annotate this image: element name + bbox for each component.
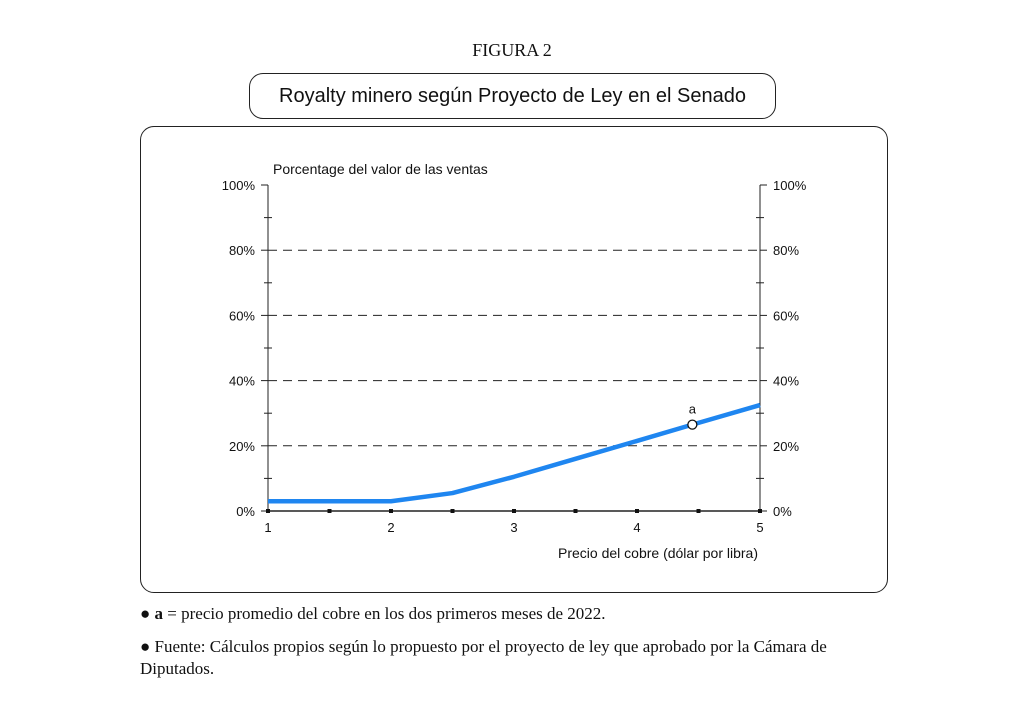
x-tick-label: 2 (387, 520, 394, 535)
y-tick-label-right: 60% (773, 308, 799, 323)
x-tick-mark (758, 509, 762, 513)
note-a-key: a (154, 604, 164, 623)
x-tick-label: 5 (756, 520, 763, 535)
x-tick-mark (389, 509, 393, 513)
note-source: ● Fuente: Cálculos propios según lo prop… (140, 636, 900, 680)
figure-label: FIGURA 2 (472, 40, 552, 60)
annotation-layer: a (687, 402, 698, 430)
note-source-text: Fuente: Cálculos propios según lo propue… (140, 637, 827, 678)
y-tick-label-right: 0% (773, 504, 792, 519)
series-line (268, 402, 761, 504)
y-tick-label-right: 40% (773, 374, 799, 389)
notes: ● a = precio promedio del cobre en los d… (140, 603, 900, 691)
bullet: ● (140, 604, 151, 623)
note-a: ● a = precio promedio del cobre en los d… (140, 603, 900, 625)
series-layer (268, 402, 761, 504)
y-axis-label: Porcentage del valor de las ventas (273, 161, 488, 177)
y-tick-label-left: 60% (229, 308, 255, 323)
note-a-text: = precio promedio del cobre en los dos p… (163, 604, 606, 623)
axis-layer (267, 185, 761, 512)
y-tick-label-right: 80% (773, 243, 799, 258)
x-tick-mark (266, 509, 270, 513)
chart-frame (140, 126, 888, 593)
x-tick-label: 4 (633, 520, 640, 535)
x-tick-mark (450, 509, 455, 513)
annotation-label: a (689, 402, 697, 417)
y-tick-label-left: 100% (222, 178, 256, 193)
x-tick-mark (512, 509, 516, 513)
y-tick-label-left: 80% (229, 243, 255, 258)
x-tick-mark (635, 509, 639, 513)
y-tick-label-left: 0% (236, 504, 255, 519)
tick-layer: 0% 20% 40% 60% 80% 100% 0% 20% 40% 60% 80% 100% 1 2 3 4… (222, 178, 807, 535)
x-tick-mark (573, 509, 578, 513)
bullet: ● (140, 637, 151, 656)
x-tick-mark (696, 509, 701, 513)
chart-title: Royalty minero según Proyecto de Ley en … (249, 73, 776, 119)
y-tick-label-right: 20% (773, 439, 799, 454)
annotation-point (687, 419, 698, 430)
x-axis-label: Precio del cobre (dólar por libra) (558, 545, 758, 561)
y-tick-label-left: 20% (229, 439, 255, 454)
x-tick-mark (327, 509, 332, 513)
x-tick-label: 1 (264, 520, 271, 535)
y-tick-label-right: 100% (773, 178, 807, 193)
grid-layer (268, 249, 760, 447)
x-tick-label: 3 (510, 520, 517, 535)
y-tick-label-left: 40% (229, 374, 255, 389)
